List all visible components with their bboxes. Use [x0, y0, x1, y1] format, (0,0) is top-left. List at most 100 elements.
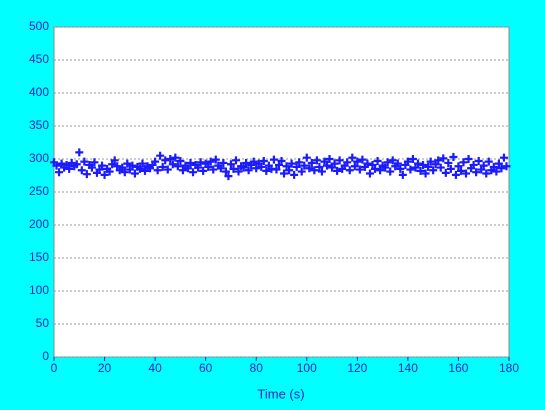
point	[365, 169, 374, 178]
x-tick-label: 120	[347, 361, 367, 375]
point	[186, 158, 195, 167]
point	[280, 169, 289, 178]
point	[376, 166, 385, 175]
point	[156, 151, 165, 160]
point	[178, 166, 187, 175]
point	[489, 162, 498, 171]
point	[80, 157, 89, 166]
y-tick-label: 100	[29, 283, 49, 297]
point	[77, 166, 86, 175]
point	[439, 154, 448, 163]
x-tick-label: 80	[250, 361, 264, 375]
point	[300, 161, 309, 170]
point	[183, 164, 192, 173]
point	[176, 156, 185, 165]
point	[100, 170, 109, 179]
point	[297, 167, 306, 176]
point	[196, 158, 205, 167]
point	[141, 166, 149, 175]
point	[408, 155, 417, 163]
point	[459, 158, 468, 167]
point	[381, 163, 390, 172]
point	[456, 166, 465, 175]
point	[446, 164, 455, 173]
point	[226, 160, 235, 169]
point	[232, 156, 240, 165]
point	[55, 168, 64, 177]
point	[502, 162, 511, 171]
point	[285, 166, 294, 175]
point	[262, 166, 271, 175]
point	[403, 157, 412, 166]
x-tick-label: 60	[199, 361, 213, 375]
point	[118, 163, 127, 172]
point	[244, 166, 253, 175]
x-tick-label: 40	[148, 361, 162, 375]
point	[371, 164, 380, 173]
point	[426, 157, 435, 166]
point	[287, 159, 296, 168]
point	[72, 160, 81, 169]
point	[307, 158, 316, 167]
point	[310, 166, 319, 175]
point	[221, 167, 230, 176]
point	[252, 164, 261, 173]
point	[130, 169, 139, 178]
point	[386, 167, 395, 176]
point	[335, 156, 344, 165]
x-tick-label: 160	[448, 361, 468, 375]
point	[393, 159, 402, 168]
y-tick-label: 250	[29, 184, 49, 198]
point	[419, 160, 428, 169]
point	[345, 166, 354, 175]
point	[497, 164, 506, 173]
point	[444, 158, 453, 167]
point	[494, 159, 503, 168]
point	[52, 161, 61, 170]
point	[229, 164, 238, 173]
point	[305, 164, 314, 173]
y-tick-label: 150	[29, 250, 49, 264]
point	[454, 162, 463, 171]
point	[206, 157, 215, 166]
point	[209, 165, 218, 174]
x-axis-label: Time (s)	[257, 386, 304, 401]
point	[317, 167, 326, 176]
y-tick-label: 0	[42, 349, 49, 363]
point	[128, 161, 137, 170]
point	[469, 160, 478, 169]
point	[173, 162, 182, 171]
point	[429, 166, 438, 175]
point	[194, 163, 203, 172]
point	[383, 158, 392, 167]
point	[290, 170, 299, 179]
point	[242, 158, 251, 167]
plot-area	[53, 26, 510, 358]
point	[436, 163, 445, 172]
point	[388, 156, 397, 165]
point	[484, 157, 493, 166]
point	[277, 156, 286, 165]
point	[363, 159, 372, 168]
point	[123, 159, 132, 168]
y-tick-label: 50	[36, 316, 50, 330]
point	[234, 167, 243, 176]
y-tick-label: 500	[29, 19, 49, 33]
point	[292, 162, 301, 171]
point	[302, 153, 311, 162]
point	[330, 159, 339, 168]
point	[158, 162, 167, 171]
point	[166, 155, 175, 163]
x-tick-label: 100	[297, 361, 317, 375]
point	[168, 160, 177, 169]
point	[482, 169, 491, 178]
point	[82, 170, 91, 179]
point	[350, 162, 359, 171]
point	[406, 165, 415, 174]
point	[65, 164, 74, 173]
point	[199, 166, 208, 175]
point	[355, 165, 364, 174]
point	[75, 148, 84, 157]
point	[449, 153, 458, 162]
